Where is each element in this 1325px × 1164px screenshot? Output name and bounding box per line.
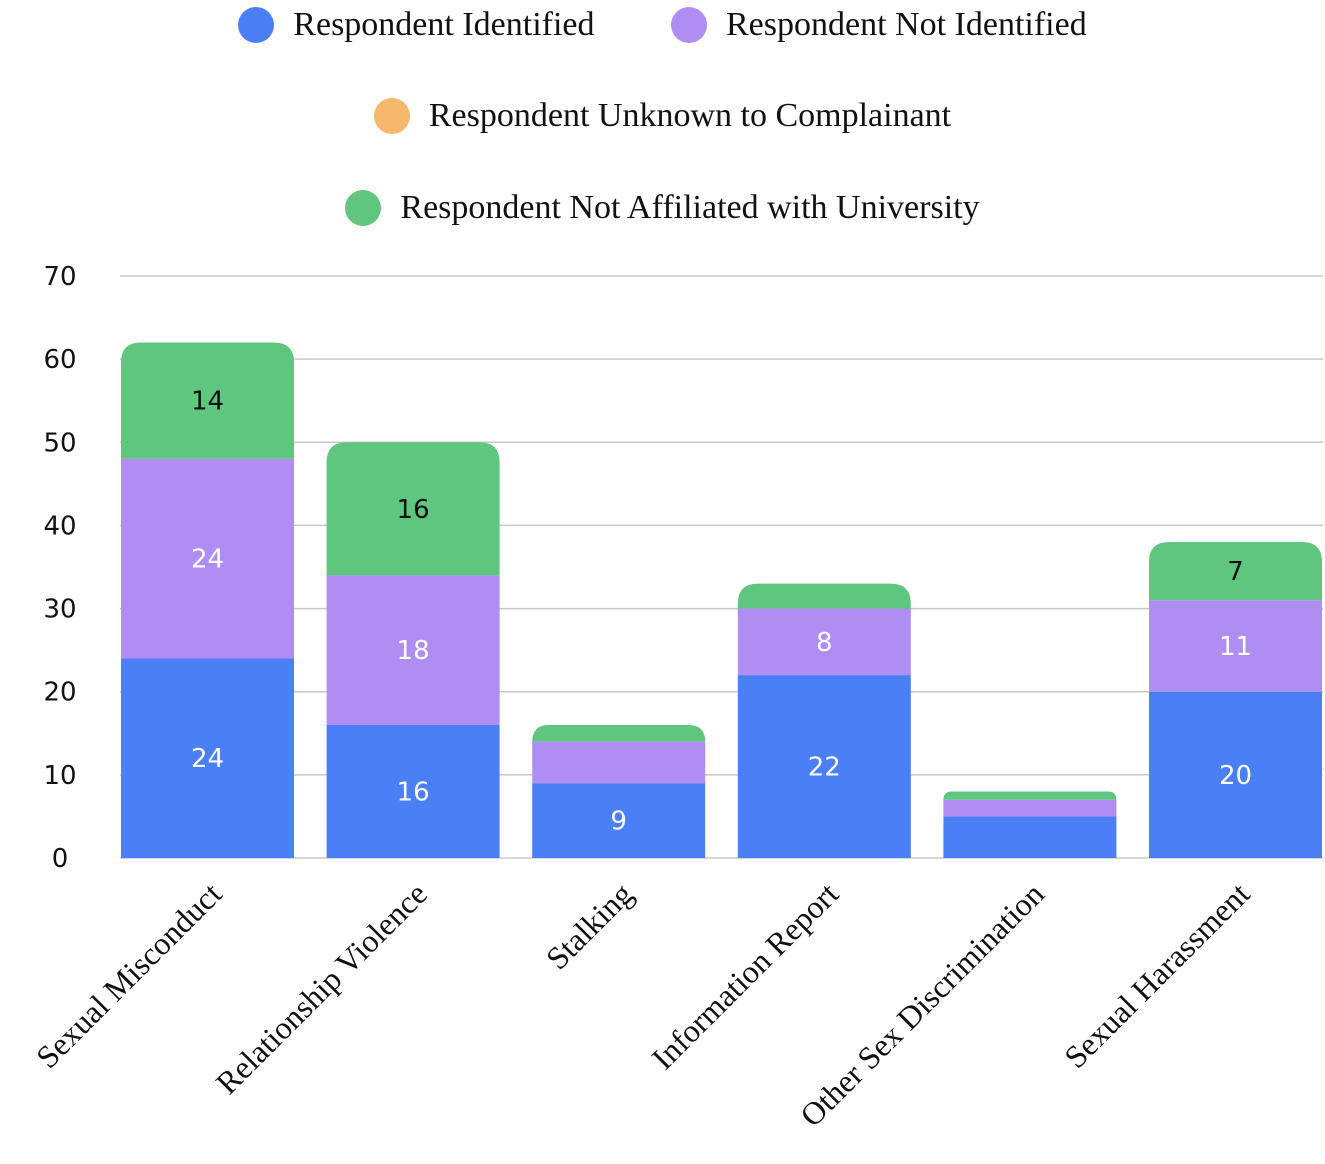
data-label: 7 <box>1227 557 1244 587</box>
bar-sexual-misconduct-respondent-not-identified[interactable] <box>121 458 294 659</box>
legend-item-respondent-unknown[interactable]: Respondent Unknown to Complainant <box>373 97 952 135</box>
data-label: 24 <box>191 744 224 774</box>
x-tick-label: Stalking <box>539 875 640 976</box>
y-tick-label: 10 <box>43 761 76 791</box>
x-tick-label: Information Report <box>644 875 845 1076</box>
legend-swatch <box>345 190 382 226</box>
x-tick-label: Sexual Misconduct <box>29 875 229 1075</box>
legend-label: Respondent Not Identified <box>726 6 1087 43</box>
y-tick-label: 0 <box>52 844 69 874</box>
legend-swatch <box>671 7 707 43</box>
x-tick-label: Sexual Harassment <box>1057 875 1257 1075</box>
data-label: 9 <box>610 807 627 837</box>
legend-label: Respondent Identified <box>293 6 595 43</box>
bar-information-report-respondent-identified[interactable] <box>737 675 911 858</box>
data-label: 24 <box>191 545 224 575</box>
bar-information-report-respondent-not-identified[interactable] <box>737 608 911 676</box>
bar-stalking-respondent-identified[interactable] <box>532 783 706 858</box>
data-label: 14 <box>191 387 224 417</box>
bar-information-report-respondent-not-affiliated-with-university[interactable] <box>737 583 911 609</box>
y-tick-label: 30 <box>43 595 76 625</box>
data-label: 11 <box>1219 632 1252 662</box>
bar-stalking-respondent-not-identified[interactable] <box>532 741 706 784</box>
legend-swatch <box>373 98 410 134</box>
bar-relationship-violence-respondent-not-identified[interactable] <box>326 575 500 725</box>
bar-sexual-harassment-respondent-not-affiliated-with-university[interactable] <box>1149 542 1322 601</box>
legend-row: Respondent Identified Respondent Not Ide… <box>0 6 1325 52</box>
bar-other-sex-discrimination-respondent-not-identified[interactable] <box>943 799 1117 817</box>
legend-label: Respondent Not Affiliated with Universit… <box>400 189 980 226</box>
legend-swatch <box>238 7 275 43</box>
y-tick-label: 60 <box>43 345 76 375</box>
y-tick-label: 70 <box>43 262 76 292</box>
bar-sexual-harassment-respondent-not-identified[interactable] <box>1149 600 1322 692</box>
data-label: 16 <box>397 495 430 525</box>
data-label: 18 <box>397 636 430 666</box>
legend-item-respondent-identified[interactable]: Respondent Identified <box>238 6 595 44</box>
legend-item-respondent-not-identified[interactable]: Respondent Not Identified <box>671 6 1087 44</box>
bar-other-sex-discrimination-respondent-identified[interactable] <box>943 816 1117 858</box>
legend-label: Respondent Unknown to Complainant <box>428 97 952 134</box>
data-label: 20 <box>1219 761 1252 791</box>
bar-relationship-violence-respondent-not-affiliated-with-university[interactable] <box>326 442 500 576</box>
data-label: 22 <box>808 753 841 783</box>
data-label: 8 <box>816 628 833 658</box>
bar-relationship-violence-respondent-identified[interactable] <box>326 724 500 858</box>
data-label: 16 <box>397 777 430 807</box>
bar-sexual-misconduct-respondent-not-affiliated-with-university[interactable] <box>121 342 294 459</box>
y-tick-label: 50 <box>43 428 76 458</box>
legend-row: Respondent Not Affiliated with Universit… <box>0 189 1325 235</box>
bar-other-sex-discrimination-respondent-not-affiliated-with-university[interactable] <box>943 791 1117 800</box>
y-tick-label: 40 <box>43 511 76 541</box>
legend-item-respondent-not-affiliated[interactable]: Respondent Not Affiliated with Universit… <box>345 189 980 227</box>
bar-stalking-respondent-not-affiliated-with-university[interactable] <box>532 724 706 742</box>
y-tick-label: 20 <box>43 678 76 708</box>
x-tick-label: Relationship Violence <box>209 875 434 1100</box>
bar-sexual-harassment-respondent-identified[interactable] <box>1149 691 1322 858</box>
legend-row: Respondent Unknown to Complainant <box>0 97 1325 143</box>
bar-sexual-misconduct-respondent-identified[interactable] <box>121 658 294 858</box>
